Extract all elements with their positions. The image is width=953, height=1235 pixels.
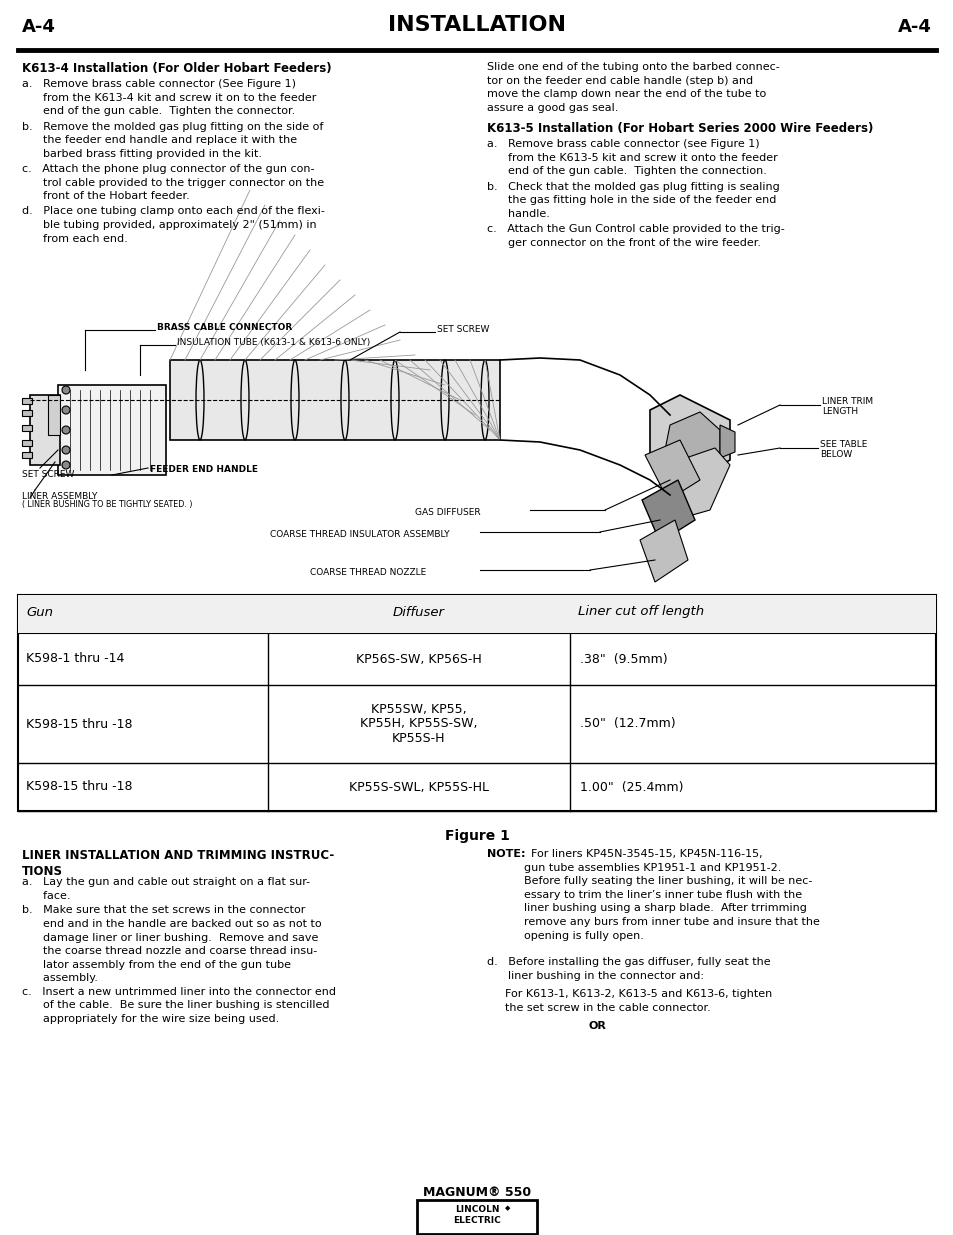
Text: d.   Before installing the gas diffuser, fully seat the
      liner bushing in t: d. Before installing the gas diffuser, f…	[486, 957, 770, 981]
Text: LINER TRIM
LENGTH: LINER TRIM LENGTH	[821, 396, 872, 416]
Text: a.   Remove brass cable connector (See Figure 1)
      from the K613-4 kit and s: a. Remove brass cable connector (See Fig…	[22, 79, 316, 116]
Text: INSTALLATION: INSTALLATION	[388, 15, 565, 35]
Text: A-4: A-4	[22, 19, 56, 36]
Text: b.   Make sure that the set screws in the connector
      end and in the handle : b. Make sure that the set screws in the …	[22, 905, 321, 983]
Text: .38"  (9.5mm): .38" (9.5mm)	[579, 652, 667, 666]
Text: K613-4 Installation (For Older Hobart Feeders): K613-4 Installation (For Older Hobart Fe…	[22, 62, 332, 75]
Text: BRASS CABLE CONNECTOR: BRASS CABLE CONNECTOR	[157, 324, 292, 332]
Polygon shape	[720, 425, 734, 458]
Text: K598-15 thru -18: K598-15 thru -18	[26, 718, 132, 730]
Text: LINER ASSEMBLY: LINER ASSEMBLY	[22, 492, 97, 501]
Circle shape	[62, 387, 70, 394]
Bar	[48, 395, 60, 435]
Text: c.   Attach the phone plug connector of the gun con-
      trol cable provided t: c. Attach the phone plug connector of th…	[22, 164, 324, 201]
Text: A-4: A-4	[897, 19, 931, 36]
Text: ◆: ◆	[504, 1205, 510, 1212]
Text: .50"  (12.7mm): .50" (12.7mm)	[579, 718, 675, 730]
Text: Figure 1: Figure 1	[444, 829, 509, 844]
Bar	[30, 395, 60, 466]
Bar	[18, 595, 935, 811]
Text: b.   Remove the molded gas plug fitting on the side of
      the feeder end hand: b. Remove the molded gas plug fitting on…	[22, 121, 323, 159]
Text: K598-1 thru -14: K598-1 thru -14	[26, 652, 124, 666]
Polygon shape	[639, 520, 687, 582]
Text: FEEDER END HANDLE: FEEDER END HANDLE	[150, 466, 257, 474]
Text: LINCOLN
ELECTRIC: LINCOLN ELECTRIC	[453, 1205, 500, 1225]
Circle shape	[62, 426, 70, 433]
Text: KP55SW, KP55,
KP55H, KP55S-SW,
KP55S-H: KP55SW, KP55, KP55H, KP55S-SW, KP55S-H	[360, 703, 477, 746]
Bar	[416, 1200, 537, 1234]
Text: KP56S-SW, KP56S-H: KP56S-SW, KP56S-H	[355, 652, 481, 666]
Text: KP55S-SWL, KP55S-HL: KP55S-SWL, KP55S-HL	[349, 781, 489, 794]
Bar	[58, 385, 166, 475]
Bar	[170, 359, 499, 440]
Text: Slide one end of the tubing onto the barbed connec-
tor on the feeder end cable : Slide one end of the tubing onto the bar…	[486, 62, 779, 112]
Text: SEE TABLE
BELOW: SEE TABLE BELOW	[820, 440, 866, 459]
Text: INSULATION TUBE (K613-1 & K613-6 ONLY): INSULATION TUBE (K613-1 & K613-6 ONLY)	[177, 338, 370, 347]
Text: SET SCREW: SET SCREW	[22, 471, 74, 479]
Text: Liner cut off length: Liner cut off length	[578, 605, 703, 619]
Polygon shape	[664, 412, 720, 468]
Text: Diffuser: Diffuser	[393, 605, 444, 619]
Circle shape	[62, 461, 70, 469]
Bar	[22, 398, 32, 404]
Text: c.   Insert a new untrimmed liner into the connector end
      of the cable.  Be: c. Insert a new untrimmed liner into the…	[22, 987, 335, 1024]
Text: K598-15 thru -18: K598-15 thru -18	[26, 781, 132, 794]
Text: GAS DIFFUSER: GAS DIFFUSER	[415, 508, 480, 517]
Text: COARSE THREAD NOZZLE: COARSE THREAD NOZZLE	[310, 568, 426, 577]
Text: NOTE:: NOTE:	[486, 848, 525, 860]
Text: d.   Place one tubing clamp onto each end of the flexi-
      ble tubing provide: d. Place one tubing clamp onto each end …	[22, 206, 325, 243]
Text: Gun: Gun	[26, 605, 53, 619]
Bar	[18, 595, 935, 634]
Text: For K613-1, K613-2, K613-5 and K613-6, tighten
the set screw in the cable connec: For K613-1, K613-2, K613-5 and K613-6, t…	[504, 989, 771, 1013]
Polygon shape	[641, 480, 695, 542]
Text: K613-5 Installation (For Hobart Series 2000 Wire Feeders): K613-5 Installation (For Hobart Series 2…	[486, 122, 872, 135]
Polygon shape	[649, 395, 729, 480]
Text: a.   Lay the gun and cable out straight on a flat sur-
      face.: a. Lay the gun and cable out straight on…	[22, 877, 310, 900]
Text: a.   Remove brass cable connector (see Figure 1)
      from the K613-5 kit and s: a. Remove brass cable connector (see Fig…	[486, 140, 777, 177]
Bar	[22, 440, 32, 446]
Polygon shape	[644, 440, 700, 500]
Text: c.   Attach the Gun Control cable provided to the trig-
      ger connector on t: c. Attach the Gun Control cable provided…	[486, 224, 784, 247]
Text: SET SCREW: SET SCREW	[436, 326, 489, 335]
Text: b.   Check that the molded gas plug fitting is sealing
      the gas fitting hol: b. Check that the molded gas plug fittin…	[486, 182, 779, 219]
Text: COARSE THREAD INSULATOR ASSEMBLY: COARSE THREAD INSULATOR ASSEMBLY	[270, 530, 449, 538]
Text: For liners KP45N-3545-15, KP45N-116-15,
gun tube assemblies KP1951-1 and KP1951-: For liners KP45N-3545-15, KP45N-116-15, …	[523, 848, 819, 941]
Text: ( LINER BUSHING TO BE TIGHTLY SEATED. ): ( LINER BUSHING TO BE TIGHTLY SEATED. )	[22, 500, 193, 509]
Bar	[22, 452, 32, 458]
Bar	[22, 410, 32, 416]
Circle shape	[62, 406, 70, 414]
Text: OR: OR	[587, 1021, 605, 1031]
Text: 1.00"  (25.4mm): 1.00" (25.4mm)	[579, 781, 682, 794]
Circle shape	[62, 446, 70, 454]
Polygon shape	[675, 448, 729, 520]
Bar	[22, 425, 32, 431]
Text: LINER INSTALLATION AND TRIMMING INSTRUC-
TIONS: LINER INSTALLATION AND TRIMMING INSTRUC-…	[22, 848, 334, 878]
Text: MAGNUM® 550: MAGNUM® 550	[422, 1186, 531, 1199]
